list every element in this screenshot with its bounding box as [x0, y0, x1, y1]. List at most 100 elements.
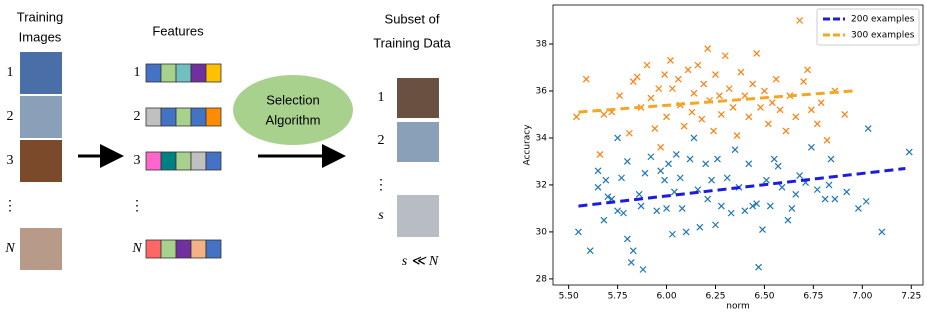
- point: [767, 203, 773, 209]
- feature-cell: [161, 64, 176, 82]
- feature-cell: [146, 64, 161, 82]
- point: [601, 217, 607, 223]
- feature-index: 1: [134, 65, 141, 80]
- y-tick-label: 36: [536, 86, 548, 96]
- point: [844, 189, 850, 195]
- image-index: 2: [7, 109, 14, 124]
- point: [818, 100, 824, 106]
- point: [703, 161, 709, 167]
- point: [756, 264, 762, 270]
- point: [779, 184, 785, 190]
- feature-cell: [146, 152, 161, 170]
- point: [697, 224, 703, 230]
- point: [789, 205, 795, 211]
- point: [699, 116, 705, 122]
- training-title: Training: [17, 9, 63, 24]
- point: [814, 187, 820, 193]
- subset-title: Training Data: [373, 35, 451, 50]
- point: [705, 196, 711, 202]
- subset-index: 2: [378, 133, 385, 148]
- image-thumb: [397, 195, 439, 237]
- legend-label: 200 examples: [851, 15, 915, 25]
- point: [634, 74, 640, 80]
- y-tick-label: 38: [536, 39, 548, 49]
- x-tick-label: 6.50: [754, 292, 774, 302]
- feature-cell: [161, 108, 176, 126]
- point: [906, 149, 912, 155]
- point: [742, 208, 748, 214]
- point: [658, 144, 664, 150]
- point: [695, 62, 701, 68]
- point: [773, 76, 779, 82]
- point: [595, 184, 601, 190]
- feature-cell: [191, 108, 206, 126]
- point: [777, 107, 783, 113]
- image-index: 1: [7, 65, 14, 80]
- feature-cell: [206, 152, 221, 170]
- point: [769, 100, 775, 106]
- point: [630, 248, 636, 254]
- feature-cell: [176, 108, 191, 126]
- point: [754, 50, 760, 56]
- feature-cell: [146, 240, 161, 258]
- relation: s ≪ N: [402, 254, 439, 269]
- point: [691, 135, 697, 141]
- point: [726, 86, 732, 92]
- feature-index: ⋮: [130, 199, 144, 214]
- point: [711, 128, 717, 134]
- point: [832, 196, 838, 202]
- point: [683, 229, 689, 235]
- point: [640, 266, 646, 272]
- point: [793, 191, 799, 197]
- point: [597, 151, 603, 157]
- point: [797, 173, 803, 179]
- point: [822, 196, 828, 202]
- training-title: Images: [19, 29, 62, 44]
- point: [689, 109, 695, 115]
- x-tick-label: 7.00: [852, 292, 872, 302]
- feature-index: 2: [134, 109, 141, 124]
- point: [759, 227, 765, 233]
- point: [814, 121, 820, 127]
- features-title: Features: [152, 23, 204, 38]
- feature-index: N: [131, 241, 142, 256]
- subset-index: ⋮: [374, 178, 388, 193]
- point: [728, 210, 734, 216]
- point: [724, 175, 730, 181]
- point: [738, 69, 744, 75]
- point: [648, 95, 654, 101]
- point: [664, 114, 670, 120]
- point: [628, 259, 634, 265]
- algorithm-label: Selection: [266, 92, 319, 107]
- point: [732, 147, 738, 153]
- algorithm-label: Algorithm: [266, 112, 321, 127]
- fit-line: [578, 168, 905, 206]
- point: [673, 151, 679, 157]
- image-thumb: [397, 78, 439, 118]
- point: [865, 126, 871, 132]
- feature-cell: [191, 64, 206, 82]
- point: [573, 114, 579, 120]
- point: [648, 154, 654, 160]
- point: [855, 205, 861, 211]
- feature-cell: [176, 240, 191, 258]
- point: [603, 177, 609, 183]
- point: [793, 114, 799, 120]
- feature-cell: [146, 108, 161, 126]
- legend-label: 300 examples: [851, 31, 915, 41]
- point: [705, 46, 711, 52]
- x-tick-label: 6.25: [705, 292, 725, 302]
- point: [775, 163, 781, 169]
- feature-cell: [206, 64, 221, 82]
- point: [863, 198, 869, 204]
- point: [709, 177, 715, 183]
- feature-cell: [161, 240, 176, 258]
- pipeline-diagram: Training Images Features Subset of Train…: [17, 9, 452, 270]
- point: [624, 158, 630, 164]
- y-tick-label: 30: [536, 227, 548, 237]
- point: [765, 121, 771, 127]
- point: [669, 86, 675, 92]
- image-index: N: [4, 241, 15, 256]
- point: [595, 168, 601, 174]
- feature-cell: [191, 240, 206, 258]
